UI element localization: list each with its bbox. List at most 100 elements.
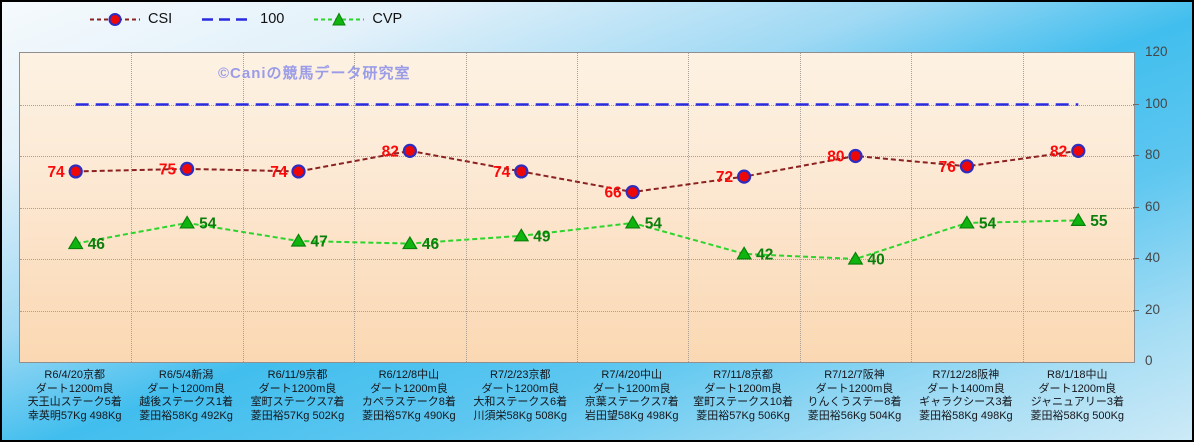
x-axis-label-line: 菱田裕58Kg 500Kg (1030, 409, 1125, 422)
cvp-marker (290, 233, 307, 247)
cvp-marker (736, 246, 752, 260)
x-axis-label-line: ダート1200m良 (815, 382, 894, 395)
x-axis-label-line: ダート1200m良 (370, 382, 448, 395)
x-axis-label-line: R7/11/8京都 (713, 369, 773, 381)
x-axis-label-line: ダート1200m良 (258, 382, 337, 395)
x-axis-label-line: 室町ステークス7着 (250, 396, 345, 409)
cvp-line-marker-icon (314, 11, 365, 27)
cvp-marker (959, 215, 975, 229)
legend-label-csi: CSI (148, 11, 173, 27)
x-axis-label-line: ギャラクシース3着 (919, 396, 1013, 409)
legend-item-100: 100 (202, 11, 284, 27)
csi-marker (1071, 143, 1086, 158)
x-axis-label-line: R6/4/20京都 (44, 369, 105, 381)
cvp-data-label: 42 (756, 246, 773, 263)
y-axis-tick-mark (1133, 309, 1139, 311)
cvp-marker (402, 235, 418, 250)
x-axis-label-line: R7/12/28阪神 (932, 369, 1000, 381)
csi-marker (959, 159, 975, 174)
x-axis-label-line: カペラステーク8着 (361, 396, 456, 409)
x-axis-label-line: 菱田裕56Kg 504Kg (807, 409, 902, 422)
csi-marker (736, 169, 752, 184)
x-axis-label-line: 京葉ステークス7着 (584, 396, 679, 409)
cvp-marker (1070, 212, 1087, 226)
csi-marker (625, 184, 640, 200)
x-axis-label-line: R6/5/4新潟 (158, 369, 214, 381)
cvp-data-label: 54 (645, 215, 663, 232)
x-axis-label-line: ダート1400m良 (927, 382, 1005, 395)
legend-label-100: 100 (260, 11, 285, 27)
y-axis-tick-label: 0 (1145, 353, 1153, 368)
cvp-marker (513, 228, 530, 242)
cvp-data-label: 54 (199, 215, 217, 232)
x-axis-label: R7/4/20中山 ダート1200m良 京葉ステークス7着 岩田望58Kg 498Kg (576, 369, 687, 423)
x-axis-label-line: りんくうステー8着 (807, 396, 902, 409)
cvp-data-label: 54 (979, 215, 997, 232)
x-axis-label: R8/1/18中山 ダート1200m良 ジャニュアリー3着 菱田裕58Kg 500Kg (1022, 369, 1133, 423)
y-axis-tick-mark (1133, 155, 1139, 156)
y-axis-tick-mark (1133, 258, 1139, 259)
cvp-data-label: 46 (88, 236, 106, 253)
cvp-marker (847, 251, 864, 265)
vertical-gridline (799, 53, 801, 362)
x-axis-label-line: ダート1200m良 (1038, 382, 1117, 395)
vertical-gridline (131, 53, 133, 362)
x-axis-label: R7/2/23京都 ダート1200m良 大和ステークス6着 川須栄58Kg 508Kg (465, 369, 576, 423)
x-axis-label: R6/5/4新潟 ダート1200m良 越後ステークス1着 菱田裕58Kg 492Kg (130, 369, 241, 423)
cvp-data-label: 46 (422, 236, 440, 253)
x-axis-label-line: 川須栄58Kg 508Kg (473, 409, 568, 422)
x-axis-label-line: R6/12/8中山 (378, 369, 440, 381)
x-axis-label: R7/11/8京都 ダート1200m良 室町ステークス10着 菱田裕57Kg 506K… (687, 369, 798, 423)
x-axis-label-line: ダート1200m良 (704, 382, 782, 395)
y-axis-tick-label: 20 (1145, 301, 1161, 317)
x-axis-label-line: R7/2/23京都 (490, 369, 551, 381)
legend-item-cvp: CVP (314, 11, 402, 27)
y-axis-tick-label: 80 (1145, 147, 1161, 162)
x-axis-label-line: ダート1200m良 (147, 382, 225, 395)
csi-data-label: 74 (47, 164, 65, 181)
x-axis-label-line: 菱田裕57Kg 502Kg (250, 409, 345, 422)
csi-data-label: 80 (827, 149, 844, 166)
csi-data-label: 72 (716, 169, 733, 186)
x-axis-label-line: 越後ステークス1着 (139, 396, 233, 409)
csi-data-label: 82 (382, 143, 399, 160)
y-axis-tick-mark (1133, 103, 1139, 105)
x-axis-label-line: 岩田望58Kg 498Kg (584, 409, 679, 422)
x-axis-label-line: 天王山ステーク5着 (27, 396, 122, 409)
cvp-data-label: 55 (1090, 213, 1108, 230)
csi-data-label: 75 (159, 161, 177, 178)
cvp-marker (179, 215, 195, 229)
x-axis-label: R6/12/8中山 ダート1200m良 カペラステーク8着 菱田裕57Kg 490Kg (353, 369, 464, 423)
csi-data-label: 66 (604, 185, 622, 202)
csi-line-marker-icon (90, 12, 140, 27)
y-axis-tick-label: 60 (1145, 198, 1161, 214)
csi-marker (68, 164, 83, 179)
csi-marker (848, 148, 863, 164)
cvp-marker (624, 215, 641, 229)
vertical-gridline (465, 53, 467, 362)
x-axis-label-line: 菱田裕58Kg 492Kg (139, 409, 233, 422)
x-axis-label-line: ジャニュアリー3着 (1030, 396, 1124, 409)
vertical-gridline (688, 53, 690, 362)
csi-data-label: 74 (493, 164, 511, 181)
vertical-gridline (577, 53, 578, 362)
cvp-data-label: 40 (868, 252, 885, 269)
csi-data-label: 74 (270, 164, 288, 181)
x-axis-label-line: R6/11/9京都 (267, 369, 328, 381)
x-axis-label-line: 幸英明57Kg 498Kg (27, 409, 122, 422)
x-axis-label-line: ダート1200m良 (35, 382, 114, 395)
x-axis-label-line: R7/12/7阪神 (824, 369, 885, 381)
csi-data-label: 82 (1050, 143, 1067, 160)
csi-line (75, 149, 1079, 194)
y-axis-tick-label: 120 (1145, 44, 1168, 59)
x-axis-label-line: 菱田裕57Kg 506Kg (696, 409, 790, 422)
vertical-gridline (354, 53, 356, 362)
csi-marker (402, 143, 417, 158)
cvp-line (75, 219, 1079, 261)
x-axis-label: R7/12/28阪神 ダート1400m良 ギャラクシース3着 菱田裕58Kg 498K… (910, 369, 1021, 423)
x-axis-label-line: 大和ステークス6着 (473, 396, 568, 409)
x-axis-label-line: R8/1/18中山 (1047, 369, 1108, 381)
csi-marker (180, 161, 195, 176)
y-axis-tick-label: 100 (1145, 95, 1168, 111)
cvp-data-label: 47 (311, 233, 328, 250)
